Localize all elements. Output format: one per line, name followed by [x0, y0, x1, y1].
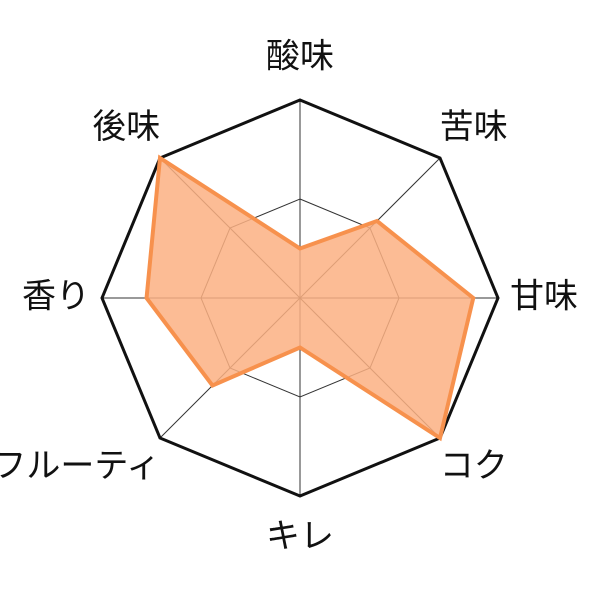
axis-label: フルーティ [0, 446, 160, 486]
axis-label: 苦味 [440, 107, 508, 147]
axis-label: キレ [266, 517, 334, 557]
axis-label: 香り [22, 277, 90, 317]
axis-label: 甘味 [510, 277, 578, 317]
axis-label: コク [440, 446, 508, 486]
grid-ring [100, 98, 500, 498]
axis-label: 酸味 [266, 37, 334, 77]
data-area [144, 154, 476, 442]
axis-label: 後味 [92, 107, 160, 147]
